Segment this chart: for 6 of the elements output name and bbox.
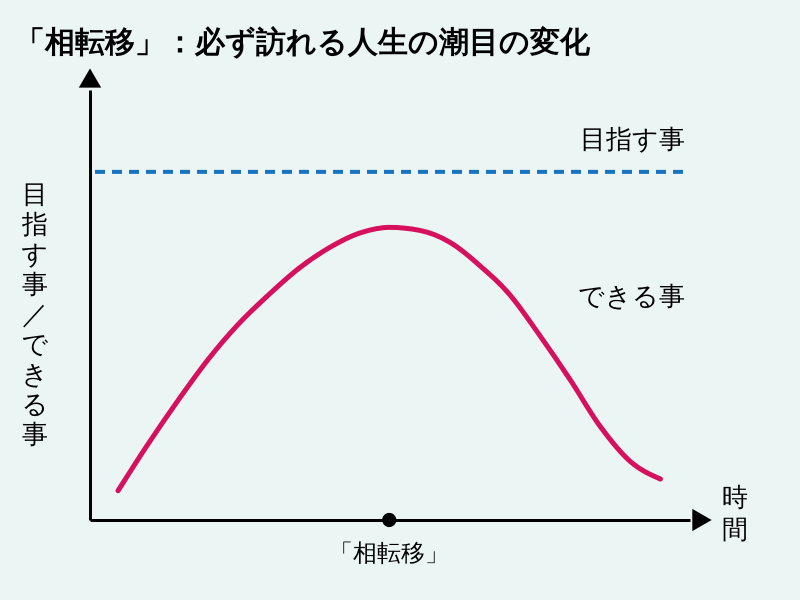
text: 「相転移」 [329, 539, 450, 567]
x-axis-title: 時間 [722, 483, 748, 545]
text: 目指す事／できる事 [22, 180, 48, 450]
series-label: できる事 [578, 282, 685, 312]
chart-title: 「相転移」：必ず訪れる人生の潮目の変化 [15, 25, 591, 60]
ref-line-label: 目指す事 [580, 124, 685, 155]
